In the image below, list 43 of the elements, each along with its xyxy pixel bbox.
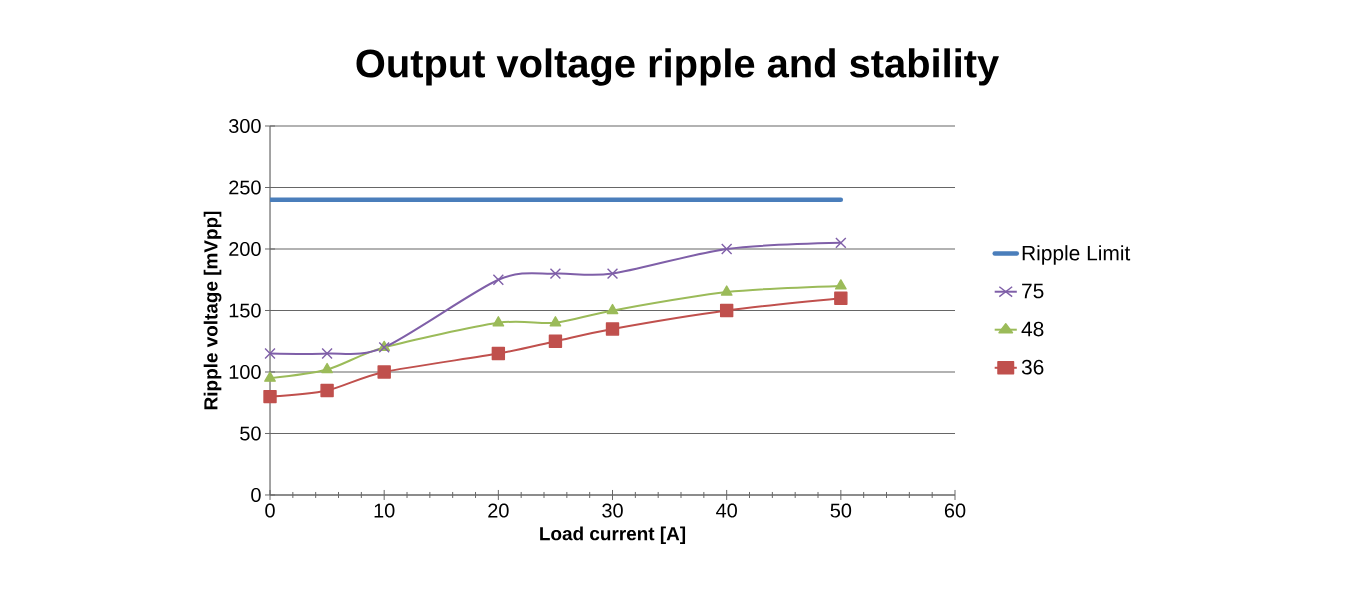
point [606, 303, 619, 315]
y-tick-label: 300 [229, 118, 261, 134]
y-axis-title: Ripple voltage [mVpp] [203, 211, 222, 410]
y-tick-label: 250 [229, 180, 261, 195]
point [263, 389, 277, 404]
point [321, 347, 333, 360]
point [834, 291, 848, 305]
y-tick-label: 200 [229, 241, 261, 257]
point [834, 279, 847, 290]
legend-label: Ripple Limit [1022, 245, 1131, 265]
point [264, 347, 276, 360]
legend-label: 75 [1022, 283, 1044, 299]
point [719, 303, 734, 318]
legend-label: 48 [1021, 321, 1044, 337]
x-tick-label: 10 [374, 503, 395, 518]
point [605, 322, 620, 336]
point [606, 267, 619, 280]
y-tick-label: 100 [229, 364, 261, 380]
point [264, 371, 276, 382]
point [492, 316, 505, 327]
y-tick-label: 0 [251, 487, 261, 503]
point [548, 334, 563, 348]
point [549, 316, 562, 327]
point [491, 346, 506, 361]
x-tick-label: 40 [716, 503, 737, 518]
point [377, 365, 391, 379]
y-tick-label: 50 [240, 426, 261, 441]
point [720, 285, 733, 296]
point [321, 362, 333, 374]
x-tick-label: 50 [830, 503, 852, 518]
x-tick-label: 20 [488, 503, 509, 518]
point [835, 237, 847, 249]
chart-title: Output voltage ripple and stability [356, 48, 999, 86]
point [549, 267, 562, 280]
x-axis-title: Load current [A] [540, 526, 686, 545]
y-tick-label: 150 [229, 303, 261, 318]
x-tick-label: 30 [602, 503, 623, 518]
point [492, 274, 504, 286]
x-tick-label: 0 [265, 503, 275, 518]
point [721, 243, 733, 255]
legend-label: 36 [1021, 359, 1044, 375]
point [320, 383, 334, 398]
x-tick-label: 60 [944, 503, 966, 518]
